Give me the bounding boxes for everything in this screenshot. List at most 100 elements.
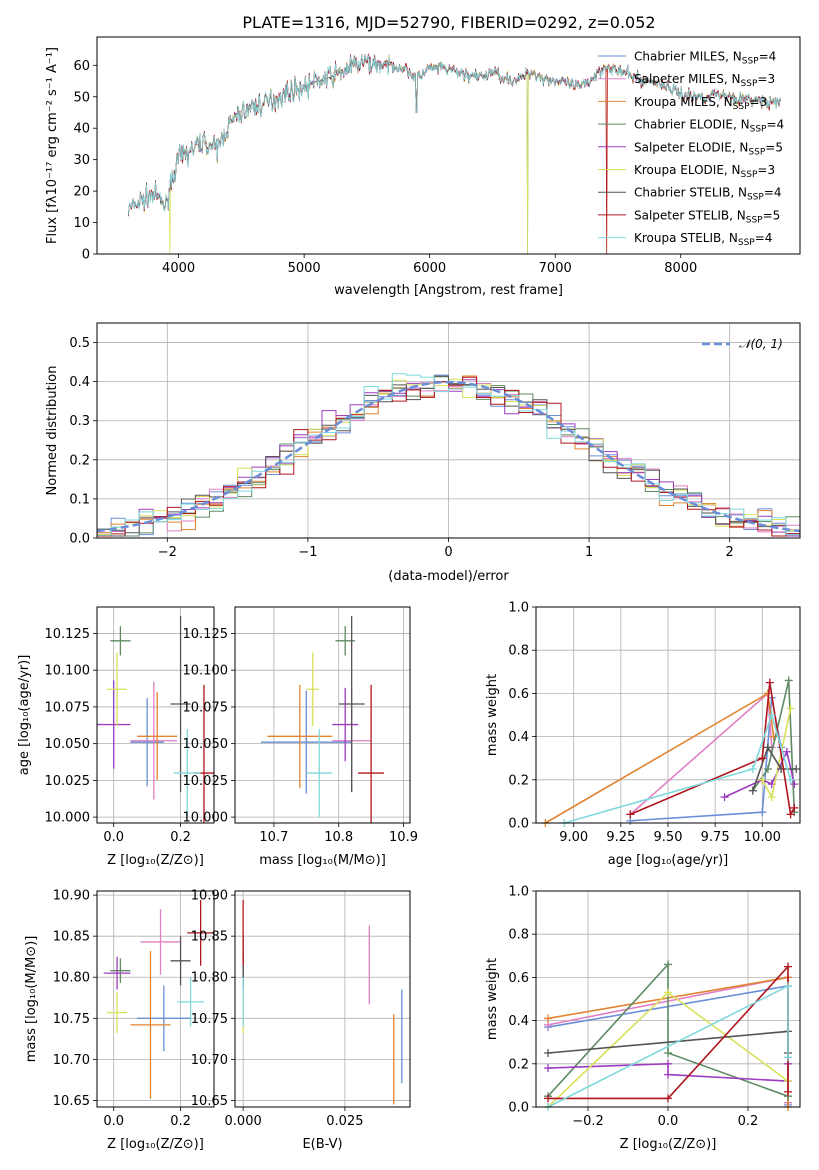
- weight-vs-z-ylabel: mass weight: [485, 958, 500, 1040]
- age-vs-mass-ytick-label: 10.075: [183, 700, 229, 715]
- weight-vs-z-marker: [784, 1053, 792, 1062]
- mass-vs-ebv-ytick-label: 10.90: [191, 889, 228, 904]
- residuals-xtick-label: −2: [158, 545, 177, 560]
- weight-vs-age-ytick-label: 0.2: [508, 773, 529, 788]
- age-vs-mass-point: [260, 690, 352, 794]
- weight-vs-age-ytick-label: 0.0: [508, 817, 529, 832]
- spectrum-xtick-label: 4000: [162, 261, 195, 276]
- age-vs-mass-ytick-label: 10.025: [183, 774, 229, 789]
- weight-vs-z-marker: [664, 960, 672, 969]
- residuals-xtick-label: −1: [298, 545, 317, 560]
- weight-vs-age-xlabel: age [log₁₀(age/yr)]: [608, 853, 729, 868]
- weight-vs-age-frame: [535, 606, 801, 824]
- weight-vs-z-marker: [664, 1070, 672, 1079]
- spectrum-ytick-label: 30: [73, 153, 90, 168]
- mass-vs-z-xtick-label: 0.2: [170, 1114, 191, 1129]
- mass-vs-z-point: [170, 936, 191, 986]
- residuals-xtick-label: 1: [585, 545, 593, 560]
- age-vs-mass-xlabel: mass [log₁₀(M/M⊙)]: [259, 853, 386, 868]
- spectrum-xtick-label: 8000: [664, 261, 697, 276]
- weight-vs-z-ytick-label: 0.8: [508, 928, 529, 943]
- weight-vs-z-marker: [544, 1064, 552, 1073]
- weight-vs-age-xtick-label: 9.00: [559, 830, 588, 845]
- age-vs-mass-xtick-label: 10.7: [259, 830, 288, 845]
- spectrum-ytick-label: 10: [73, 216, 90, 231]
- age-vs-mass-xtick-label: 10.9: [389, 830, 418, 845]
- weight-vs-age-axes: 9.00 9.25 9.50 9.75 10.00 0.0 0.2 0.4 0.6 0.8 1.0: [508, 601, 801, 845]
- mass-vs-z-frame: [96, 890, 215, 1108]
- weight-vs-age-marker: [758, 775, 767, 784]
- residuals-axes: −2 −1 0 1 2 0.0 0.1 0.2 0.3 0.4 0.5: [69, 323, 801, 560]
- residuals-ytick-label: 0.0: [69, 532, 90, 547]
- spectrum-ytick-label: 20: [73, 185, 90, 200]
- age-vs-z-frame: [96, 606, 215, 824]
- mass-vs-z-point: [140, 909, 181, 975]
- weight-vs-age-series: [720, 747, 799, 802]
- spectrum-ytick-label: 60: [73, 59, 90, 74]
- weight-vs-age-xtick-label: 9.25: [606, 830, 635, 845]
- weight-vs-age-marker: [786, 810, 795, 819]
- weight-vs-age-marker: [626, 810, 635, 819]
- age-vs-mass-ytick-label: 10.000: [183, 811, 229, 826]
- residuals-xlabel: (data-model)/error: [388, 569, 509, 584]
- weight-vs-z-ytick-label: 0.2: [508, 1057, 529, 1072]
- residuals-xtick-label: 0: [444, 545, 452, 560]
- mass-vs-z-point: [103, 956, 131, 990]
- age-vs-z-point: [130, 681, 178, 800]
- age-vs-z-ytick-label: 10.100: [45, 664, 91, 679]
- mass-vs-z-axes: 0.0 0.2 10.65 10.70 10.75 10.80 10.85 10.90: [53, 889, 214, 1129]
- age-vs-mass-point: [306, 728, 333, 818]
- weight-vs-age-marker: [782, 747, 791, 756]
- residual-histogram: [97, 375, 800, 538]
- weight-vs-z-xlabel: Z [log₁₀(Z/Z⊙)]: [620, 1137, 717, 1152]
- weight-vs-z-ytick-label: 0.6: [508, 971, 529, 986]
- age-vs-z-point: [110, 626, 131, 656]
- weight-vs-age-marker: [767, 711, 776, 719]
- residuals-ytick-label: 0.3: [69, 414, 90, 429]
- legend-entry: Kroupa STELIB, NSSP=4: [634, 231, 772, 248]
- mass-vs-z-point: [130, 950, 171, 1099]
- age-vs-mass-point: [338, 615, 365, 793]
- mass-vs-ebv-frame: [234, 890, 411, 1108]
- legend-entry: Kroupa ELODIE, NSSP=3: [634, 163, 775, 180]
- weight-vs-z-ytick-label: 0.4: [508, 1014, 529, 1029]
- normal-reference-curve: [96, 380, 801, 533]
- weight-vs-z-frame: [535, 890, 801, 1108]
- age-vs-mass-point: [306, 652, 320, 727]
- age-vs-z-axes: 0.0 0.2 10.000 10.025 10.050 10.075 10.100 10.1…: [45, 607, 214, 845]
- weight-vs-z-marker: [664, 988, 672, 997]
- weight-vs-age-marker: [792, 765, 801, 773]
- age-vs-z-ytick-label: 10.000: [45, 811, 91, 826]
- mass-vs-ebv-xlabel: E(B-V): [302, 1137, 342, 1152]
- age-vs-z-point: [137, 692, 178, 781]
- mass-vs-z-xlabel: Z [log₁₀(Z/Z⊙)]: [107, 1137, 204, 1152]
- weight-vs-z-xtick-label: 0.0: [658, 1114, 679, 1129]
- weight-vs-z-marker: [544, 1094, 552, 1103]
- weight-vs-age-marker: [786, 704, 795, 713]
- spectrum-xlabel: wavelength [Angstrom, rest frame]: [334, 283, 563, 298]
- residual-histogram: [97, 373, 800, 538]
- legend-entry: Kroupa MILES, NSSP=3: [634, 95, 767, 112]
- legend-entry: Salpeter ELODIE, NSSP=5: [634, 140, 783, 157]
- mass-vs-z-xtick-label: 0.0: [103, 1114, 124, 1129]
- age-vs-mass-ytick-label: 10.100: [183, 664, 229, 679]
- age-vs-z-point: [97, 680, 131, 769]
- weight-vs-age-marker: [748, 786, 757, 795]
- weight-vs-z-marker: [784, 982, 792, 991]
- legend-entry: Chabrier STELIB, NSSP=4: [634, 186, 782, 203]
- weight-vs-age-series: [560, 711, 795, 827]
- mass-vs-z-ytick-label: 10.70: [53, 1053, 90, 1068]
- residuals-ytick-label: 0.5: [69, 336, 90, 351]
- weight-vs-age-xtick-label: 9.50: [654, 830, 683, 845]
- spectrum-axes: 4000 5000 6000 7000 8000 0 10 20 30 40 50 60: [73, 52, 782, 276]
- spectrum-series-line: [128, 54, 782, 215]
- weight-vs-age-xtick-label: 10.00: [744, 830, 781, 845]
- weight-vs-age-ytick-label: 1.0: [508, 601, 529, 616]
- weight-vs-age-series: [758, 704, 795, 802]
- age-vs-z-point: [173, 728, 201, 818]
- mass-vs-z-point: [187, 900, 214, 966]
- age-vs-mass-point: [332, 687, 359, 762]
- age-vs-mass-ytick-label: 10.125: [183, 627, 229, 642]
- weight-vs-z-ytick-label: 0.0: [508, 1101, 529, 1116]
